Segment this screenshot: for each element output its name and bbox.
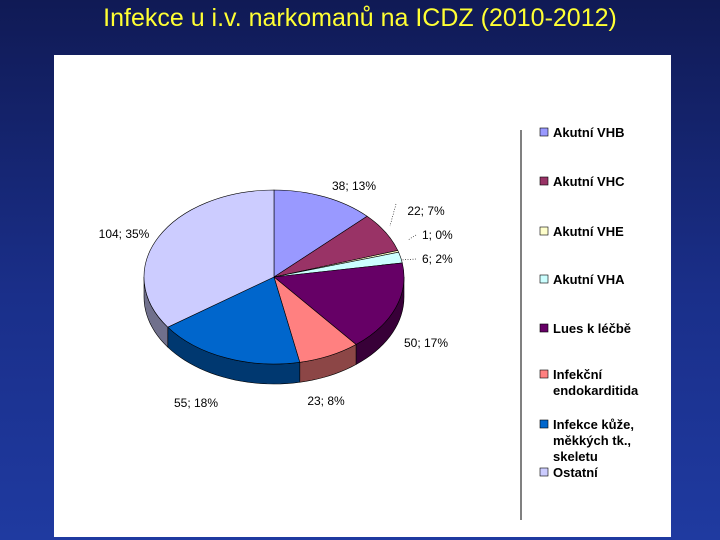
legend-label: endokarditida [553, 383, 639, 398]
data-label: 1; 0% [422, 228, 453, 242]
legend-label: Lues k léčbě [553, 321, 631, 336]
leader-line [400, 258, 417, 261]
legend-swatch [539, 467, 549, 477]
slide-title: Infekce u i.v. narkomanů na ICDZ (2010-2… [103, 4, 617, 32]
legend-label: Akutní VHA [553, 272, 625, 287]
leader-line [389, 203, 397, 227]
pie-slice [273, 262, 405, 345]
legend-label: skeletu [553, 449, 598, 464]
legend-swatch [539, 419, 549, 429]
data-label: 104; 35% [99, 227, 150, 241]
legend-label: měkkých tk., [553, 433, 631, 448]
chart-panel: 38; 13% 22; 7% 1; 0% 6; 2% 50; 17% 23; 8% 55; … [54, 55, 671, 537]
data-label: 6; 2% [422, 252, 453, 266]
legend-label: Infekční [553, 367, 603, 382]
legend-label: Akutní VHE [553, 224, 624, 239]
legend-label: Akutní VHB [553, 125, 625, 140]
data-label: 22; 7% [407, 204, 445, 218]
legend-swatch [539, 323, 549, 333]
pie-slice [143, 189, 275, 328]
legend-swatch [539, 226, 549, 236]
legend-swatch [539, 127, 549, 137]
legend-swatch [539, 369, 549, 379]
leader-line [407, 234, 417, 241]
data-label: 50; 17% [404, 336, 448, 350]
data-label: 23; 8% [307, 394, 345, 408]
legend-swatch [539, 176, 549, 186]
legend-label: Ostatní [553, 465, 598, 480]
pie-slice [273, 189, 368, 278]
data-label: 38; 13% [332, 179, 376, 193]
data-label: 55; 18% [174, 396, 218, 410]
pie-chart: 38; 13% 22; 7% 1; 0% 6; 2% 50; 17% 23; 8% 55; … [99, 125, 639, 520]
legend-label: Infekce kůže, [553, 417, 634, 432]
pie-slice [167, 276, 301, 365]
legend-swatch [539, 274, 549, 284]
legend-label: Akutní VHC [553, 174, 625, 189]
